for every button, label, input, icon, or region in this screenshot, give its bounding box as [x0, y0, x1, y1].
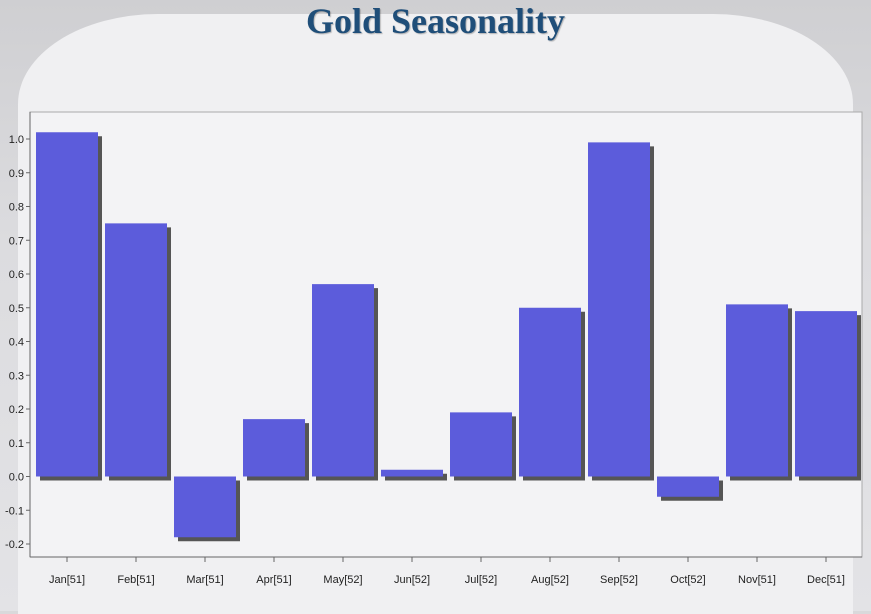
y-tick-label: 0.2: [9, 404, 24, 416]
bar-may-52: [312, 284, 374, 477]
bar-oct-52: [657, 476, 719, 497]
y-tick-label: 0.1: [9, 438, 24, 450]
bars: [36, 132, 861, 542]
bar-jul-52: [450, 412, 512, 477]
y-tick-label: 0.8: [9, 202, 24, 214]
y-axis-ticks: 1.0 0.9 0.8 0.7 0.6 0.5 0.4 0.3 0.2 0.1 0.0 -0.1 -0.…: [5, 134, 30, 551]
bar-mar-51: [174, 476, 236, 538]
x-tick-label: Dec[51]: [807, 574, 845, 586]
x-axis-ticks: Jan[51] Feb[51] Mar[51] Apr[51] May[52] Jun[5…: [49, 557, 845, 586]
x-tick-label: Jan[51]: [49, 574, 85, 586]
bar-dec-51: [795, 311, 857, 477]
x-tick-label: Apr[51]: [256, 574, 291, 586]
y-tick-label: 0.3: [9, 370, 24, 382]
bar-nov-51: [726, 304, 788, 477]
y-tick-label: 0.4: [9, 337, 24, 349]
y-tick-label: -0.1: [5, 505, 24, 517]
y-tick-label: 0.0: [9, 472, 24, 484]
x-tick-label: Oct[52]: [670, 574, 705, 586]
x-tick-label: Feb[51]: [117, 574, 154, 586]
bar-shadow: [385, 473, 447, 481]
bar-sep-52: [588, 142, 650, 477]
bar-aug-52: [519, 307, 581, 477]
x-tick-label: Mar[51]: [186, 574, 223, 586]
bar-jun-52: [381, 469, 443, 477]
y-tick-label: -0.2: [5, 539, 24, 551]
x-tick-label: May[52]: [323, 574, 362, 586]
x-tick-label: Jul[52]: [465, 574, 497, 586]
x-tick-label: Sep[52]: [600, 574, 638, 586]
y-tick-label: 0.6: [9, 269, 24, 281]
x-tick-label: Nov[51]: [738, 574, 776, 586]
y-tick-label: 0.5: [9, 303, 24, 315]
chart-title: Gold Seasonality: [305, 1, 566, 41]
y-tick-label: 0.9: [9, 168, 24, 180]
x-tick-label: Aug[52]: [531, 574, 569, 586]
bar-apr-51: [243, 419, 305, 477]
bar-jan-51: [36, 132, 98, 477]
y-tick-label: 1.0: [9, 134, 24, 146]
x-tick-label: Jun[52]: [394, 574, 430, 586]
bar-feb-51: [105, 223, 167, 477]
y-tick-label: 0.7: [9, 235, 24, 247]
